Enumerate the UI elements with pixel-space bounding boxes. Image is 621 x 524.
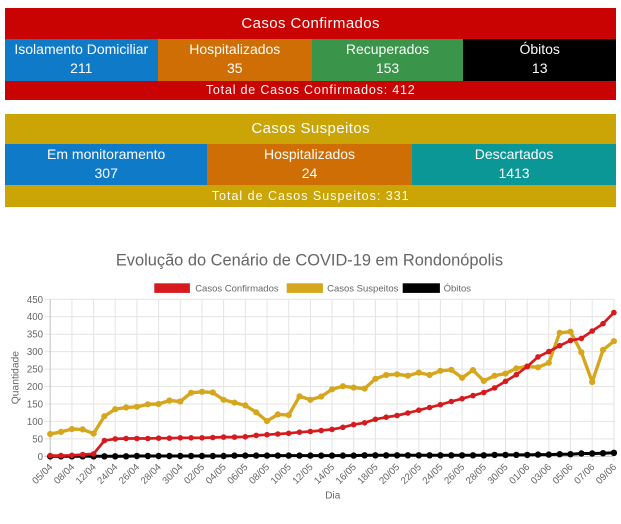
- svg-text:200: 200: [27, 382, 44, 393]
- svg-text:Casos Confirmados: Casos Confirmados: [195, 283, 279, 294]
- svg-text:03/06: 03/06: [529, 462, 554, 487]
- svg-text:12/04: 12/04: [74, 461, 99, 486]
- svg-text:22/05: 22/05: [399, 462, 424, 487]
- svg-text:10/05: 10/05: [269, 462, 294, 487]
- svg-text:100: 100: [27, 417, 44, 428]
- svg-text:07/06: 07/06: [572, 462, 597, 487]
- svg-text:Quantidade: Quantidade: [10, 351, 21, 405]
- svg-text:05/04: 05/04: [30, 461, 55, 486]
- svg-text:16/05: 16/05: [334, 462, 359, 487]
- svg-text:28/05: 28/05: [464, 462, 489, 487]
- svg-text:12/05: 12/05: [291, 462, 316, 487]
- svg-text:24/04: 24/04: [95, 461, 120, 486]
- svg-text:06/05: 06/05: [225, 462, 250, 487]
- svg-text:0: 0: [38, 452, 44, 463]
- svg-text:450: 450: [27, 295, 44, 306]
- svg-text:150: 150: [27, 400, 44, 411]
- svg-text:24/05: 24/05: [421, 462, 446, 487]
- svg-text:18/05: 18/05: [356, 462, 381, 487]
- svg-text:26/05: 26/05: [442, 462, 467, 487]
- svg-text:400: 400: [27, 312, 44, 323]
- svg-text:09/06: 09/06: [594, 462, 619, 487]
- svg-text:Dia: Dia: [325, 491, 340, 502]
- svg-text:02/05: 02/05: [182, 462, 207, 487]
- svg-text:Óbitos: Óbitos: [444, 283, 472, 294]
- svg-text:01/06: 01/06: [507, 462, 532, 487]
- svg-text:26/04: 26/04: [117, 461, 142, 486]
- svg-text:30/05: 30/05: [486, 462, 511, 487]
- svg-text:Casos Suspeitos: Casos Suspeitos: [327, 283, 399, 294]
- svg-text:30/04: 30/04: [160, 461, 185, 486]
- svg-text:05/06: 05/06: [551, 462, 576, 487]
- svg-text:04/05: 04/05: [204, 462, 229, 487]
- svg-text:08/05: 08/05: [247, 462, 272, 487]
- svg-text:08/04: 08/04: [52, 461, 77, 486]
- svg-text:Evolução do Cenário de COVID-1: Evolução do Cenário de COVID-19 em Rondo…: [116, 252, 503, 270]
- svg-text:28/04: 28/04: [139, 461, 164, 486]
- svg-text:350: 350: [27, 330, 44, 341]
- svg-text:14/05: 14/05: [312, 462, 337, 487]
- svg-text:50: 50: [32, 434, 43, 445]
- svg-text:20/05: 20/05: [377, 462, 402, 487]
- svg-text:250: 250: [27, 365, 44, 376]
- svg-text:300: 300: [27, 347, 44, 358]
